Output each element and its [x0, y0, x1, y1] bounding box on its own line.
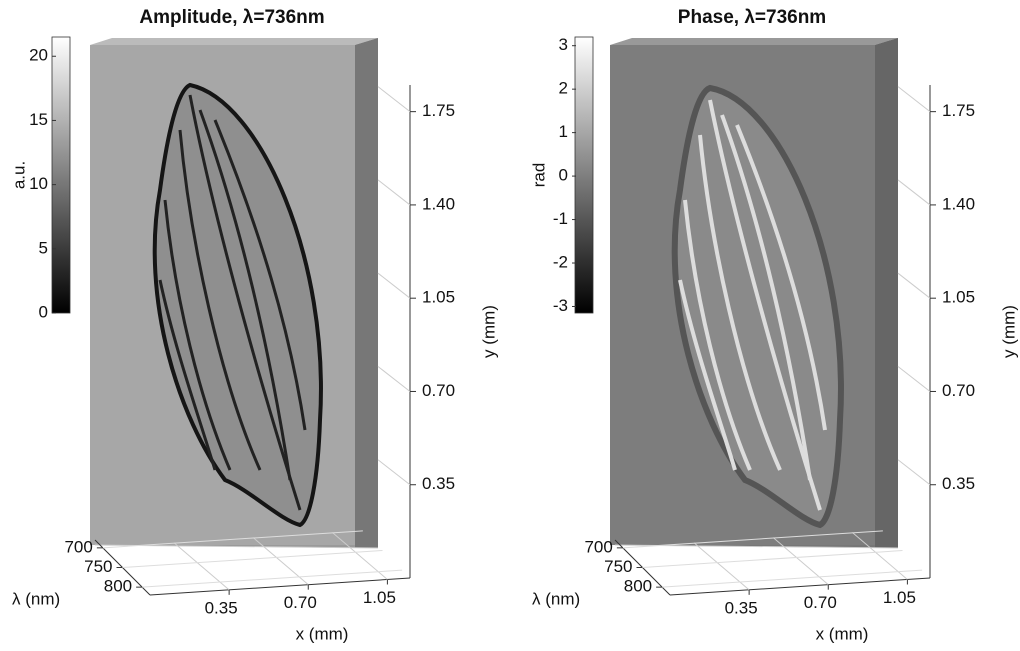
x-tick-label: 0.70 — [284, 593, 317, 612]
colorbar-tick-label: -1 — [553, 209, 568, 228]
colorbar-label: a.u. — [9, 161, 28, 189]
colorbar-label: rad — [529, 163, 548, 188]
z-axis-label: λ (nm) — [12, 589, 60, 608]
z-tick-label: 750 — [604, 557, 632, 576]
colorbar-tick-label: 2 — [559, 79, 568, 98]
colorbar-tick-label: 10 — [29, 174, 48, 193]
colorbar-tick-label: 5 — [39, 238, 48, 257]
grid-line — [377, 459, 411, 486]
y-tick-label: 0.70 — [942, 381, 975, 400]
colorbar-tick-label: -3 — [553, 296, 568, 315]
y-tick-label: 1.75 — [942, 101, 975, 120]
grid-line — [102, 530, 363, 549]
grid-line — [377, 366, 411, 392]
grid-line — [122, 550, 383, 568]
z-tick-label: 700 — [584, 537, 612, 556]
y-axis-label: y (mm) — [479, 305, 498, 358]
y-tick-label: 0.70 — [422, 381, 455, 400]
colorbar-tick-label: 1 — [559, 122, 568, 141]
amplitude-image — [90, 38, 378, 548]
y-tick-label: 0.35 — [422, 474, 455, 493]
y-tick-label: 1.05 — [422, 288, 455, 307]
grid-line — [897, 272, 931, 299]
grid-line — [142, 569, 403, 588]
grid-line — [377, 86, 411, 113]
y-tick-label: 0.35 — [942, 474, 975, 493]
grid-line — [897, 366, 931, 392]
grid-line — [897, 86, 931, 113]
grid-line — [377, 179, 411, 206]
colorbar-tick-label: 15 — [29, 110, 48, 129]
colorbar-tick-label: -2 — [553, 253, 568, 272]
x-tick-label: 0.35 — [725, 598, 758, 617]
x-tick-label: 0.35 — [205, 598, 238, 617]
y-axis-label: y (mm) — [999, 305, 1018, 358]
y-tick-label: 1.40 — [942, 194, 975, 213]
z-axis-label: λ (nm) — [532, 589, 580, 608]
colorbar-tick-label: 20 — [29, 46, 48, 65]
x-tick-label: 1.05 — [363, 588, 396, 607]
x-axis — [149, 577, 411, 596]
panel-title: Amplitude, λ=736nm — [139, 7, 324, 28]
x-tick-label: 0.70 — [804, 593, 837, 612]
colorbar — [51, 36, 71, 314]
z-tick-label: 700 — [64, 537, 92, 556]
y-tick-label: 1.05 — [942, 288, 975, 307]
x-tick-label: 1.05 — [883, 588, 916, 607]
colorbar-tick-label: 0 — [559, 166, 568, 185]
x-axis — [669, 577, 931, 596]
z-tick-label: 800 — [104, 577, 132, 596]
colorbar-tick-label: 3 — [559, 35, 568, 54]
grid-line — [642, 550, 903, 568]
grid-line — [622, 530, 883, 549]
colorbar — [574, 36, 594, 314]
z-tick-label: 750 — [84, 557, 112, 576]
grid-line — [662, 569, 923, 588]
x-axis-label: x (mm) — [296, 624, 349, 643]
grid-line — [897, 459, 931, 486]
grid-line — [897, 179, 931, 206]
z-tick-label: 800 — [624, 577, 652, 596]
y-tick-label: 1.75 — [422, 101, 455, 120]
x-axis-label: x (mm) — [816, 624, 869, 643]
phase-image — [610, 38, 898, 548]
y-tick-label: 1.40 — [422, 194, 455, 213]
grid-line — [377, 272, 411, 299]
colorbar-tick-label: 0 — [39, 302, 48, 321]
panel-title: Phase, λ=736nm — [678, 7, 826, 28]
